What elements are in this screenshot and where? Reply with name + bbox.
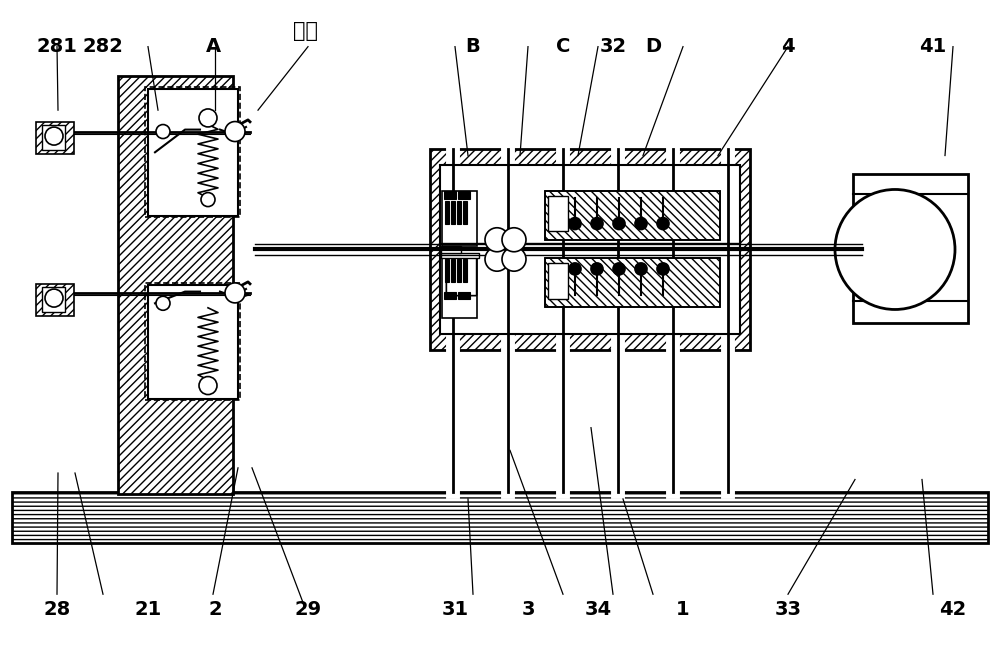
Bar bbox=[545, 191, 720, 240]
Bar bbox=[463, 201, 467, 224]
Circle shape bbox=[569, 218, 581, 229]
Bar bbox=[458, 191, 470, 199]
Bar bbox=[12, 492, 988, 543]
Text: C: C bbox=[556, 37, 570, 56]
Text: 3: 3 bbox=[521, 599, 535, 619]
Text: 41: 41 bbox=[919, 37, 947, 56]
Circle shape bbox=[591, 218, 603, 229]
Text: 34: 34 bbox=[584, 599, 612, 619]
Bar bbox=[440, 165, 740, 334]
Circle shape bbox=[502, 227, 526, 252]
Bar bbox=[145, 283, 240, 400]
Circle shape bbox=[613, 218, 625, 229]
Circle shape bbox=[635, 263, 647, 275]
Bar bbox=[442, 256, 477, 318]
Circle shape bbox=[199, 376, 217, 395]
Bar bbox=[36, 122, 74, 154]
Circle shape bbox=[199, 109, 217, 127]
Bar bbox=[545, 258, 720, 307]
Bar bbox=[148, 285, 238, 399]
Bar bbox=[430, 149, 750, 350]
Bar bbox=[548, 263, 568, 299]
Bar bbox=[42, 287, 65, 312]
Circle shape bbox=[635, 218, 647, 229]
Circle shape bbox=[156, 296, 170, 310]
Circle shape bbox=[657, 263, 669, 275]
Bar bbox=[451, 201, 455, 224]
Bar bbox=[446, 256, 476, 295]
Bar bbox=[548, 196, 568, 231]
Circle shape bbox=[225, 283, 245, 303]
Bar bbox=[463, 259, 467, 282]
Text: 31: 31 bbox=[441, 599, 469, 619]
Bar bbox=[444, 292, 456, 299]
Text: 2: 2 bbox=[208, 599, 222, 619]
Bar bbox=[457, 259, 461, 282]
Bar bbox=[853, 174, 968, 323]
Circle shape bbox=[613, 263, 625, 275]
Circle shape bbox=[657, 218, 669, 229]
Bar bbox=[545, 258, 720, 307]
Bar bbox=[36, 284, 74, 316]
Circle shape bbox=[156, 124, 170, 139]
Circle shape bbox=[502, 247, 526, 272]
Bar bbox=[444, 191, 456, 199]
Bar bbox=[451, 259, 455, 282]
Bar bbox=[148, 89, 238, 216]
Circle shape bbox=[591, 263, 603, 275]
Circle shape bbox=[835, 189, 955, 310]
Text: 21: 21 bbox=[134, 599, 162, 619]
Bar bbox=[545, 191, 720, 240]
Text: 28: 28 bbox=[43, 599, 71, 619]
Bar bbox=[442, 191, 477, 246]
Text: 42: 42 bbox=[939, 599, 967, 619]
Text: D: D bbox=[645, 37, 661, 56]
Circle shape bbox=[485, 227, 509, 252]
Bar bbox=[446, 256, 476, 295]
Text: A: A bbox=[205, 37, 221, 56]
Bar bbox=[145, 87, 240, 217]
Circle shape bbox=[225, 122, 245, 141]
Text: 线束: 线束 bbox=[292, 21, 318, 41]
Text: 4: 4 bbox=[781, 37, 795, 56]
Text: 281: 281 bbox=[37, 37, 77, 56]
Text: 33: 33 bbox=[774, 599, 802, 619]
Circle shape bbox=[201, 192, 215, 207]
Bar bbox=[42, 125, 65, 150]
Circle shape bbox=[45, 289, 63, 307]
Circle shape bbox=[485, 247, 509, 272]
Text: 1: 1 bbox=[676, 599, 690, 619]
Bar bbox=[445, 259, 449, 282]
Text: 29: 29 bbox=[294, 599, 322, 619]
Bar bbox=[458, 292, 470, 299]
Text: B: B bbox=[466, 37, 480, 56]
Bar bbox=[441, 246, 461, 253]
Circle shape bbox=[569, 263, 581, 275]
Text: 282: 282 bbox=[83, 37, 123, 56]
Bar bbox=[118, 76, 233, 494]
Circle shape bbox=[45, 127, 63, 145]
Bar bbox=[445, 201, 449, 224]
Text: 32: 32 bbox=[599, 37, 627, 56]
Bar bbox=[441, 253, 479, 258]
Bar bbox=[457, 201, 461, 224]
Bar bbox=[446, 256, 476, 295]
